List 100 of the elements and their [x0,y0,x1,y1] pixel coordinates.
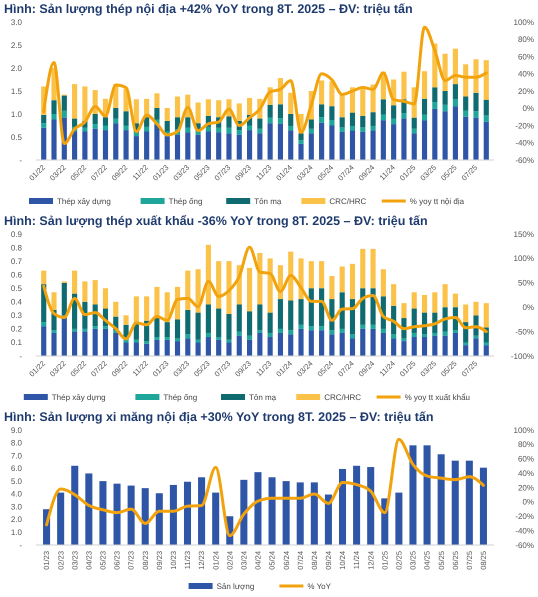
bar [92,128,98,160]
bar [360,328,366,356]
bar [350,264,356,300]
y2-tick-label: 0% [522,104,534,114]
bar [144,131,150,160]
bar [473,111,479,118]
y2-tick-label: 60% [518,454,534,464]
bar [329,126,334,160]
bar [92,326,98,329]
bar [123,111,129,126]
bar [432,292,438,313]
bar [329,106,334,120]
bar [51,332,57,356]
bar [391,334,396,338]
bar [196,340,201,342]
bar [370,324,376,329]
bar [308,128,314,134]
y2-tick-label: -40% [515,138,534,148]
bar [350,112,356,126]
bar [240,480,248,545]
y2-tick-label: -40% [515,526,534,536]
bar [401,303,407,318]
bar [422,98,428,114]
y2-tick-label: 40% [518,70,534,79]
bar [360,132,366,160]
bar [257,332,262,356]
bar [174,319,180,338]
legend-label: Thép xây dựng [57,197,111,206]
bar [156,493,163,545]
y2-tick-label: 20% [518,483,534,492]
bar [370,112,376,126]
bar [206,332,211,338]
y-tick-label: 3.0 [10,502,23,512]
bar [82,86,88,121]
y-tick-label: 0.8 [10,243,23,252]
bar [51,330,57,333]
bar [123,315,129,325]
bar [196,312,201,340]
bar [422,337,428,356]
bar [246,340,252,356]
y-tick-label: 0.5 [10,284,23,294]
bar [329,120,334,126]
bar [51,120,57,160]
y-tick-label: 6.0 [10,464,23,474]
bar [484,115,489,122]
bar [134,340,139,342]
bar [350,334,356,338]
bar [144,344,150,356]
y-tick-label: 0.1 [10,338,23,348]
bar [82,128,88,132]
bar [41,326,46,356]
bar [246,311,252,336]
bar [484,60,489,100]
bar [196,342,201,356]
bar [206,337,211,356]
legend-label: CRC/HRC [324,393,362,402]
chart-title: Hình: Sản lượng thép xuất khẩu -36% YoY trong 8T. 2025 – ĐV: triệu tấn [4,214,428,228]
legend-label: Sản lượng [216,582,254,591]
bar [412,292,417,309]
bar [340,292,345,329]
bar [308,330,314,356]
bar [92,280,98,304]
bar [380,120,386,160]
bar [288,334,294,356]
bar [206,99,211,116]
bar [422,120,428,160]
y-tick-label: 2.5 [10,40,23,50]
y-tick-label: 1.0 [10,528,23,538]
bar [438,454,445,545]
y-tick-label: 8.0 [10,438,23,448]
bar [216,132,222,160]
bar [71,466,78,545]
bar [206,126,211,132]
bar [102,130,108,160]
bar [484,122,489,160]
y-tick-label: - [19,540,22,550]
bar [174,341,180,356]
y2-tick-label: 0% [522,498,534,507]
bar [422,295,428,313]
y-tick-label: 0.3 [10,311,23,320]
y2-tick-label: -60% [515,540,534,550]
bar [123,130,129,160]
bar [113,123,118,160]
bar [329,276,334,300]
bar [185,132,190,160]
bar [154,340,160,356]
bar [473,336,479,338]
bar [380,269,386,296]
bar [308,261,314,288]
bar [134,296,139,322]
y2-tick-label: 100% [514,18,534,27]
bar [391,118,396,124]
bar [226,314,232,340]
y-tick-label: 2.0 [10,515,23,524]
bar [409,445,416,545]
bar [185,117,190,128]
legend-label: Tôn mạ [254,197,282,206]
legend-label: Thép ống [163,393,198,402]
bar [174,134,180,160]
bar [484,345,489,356]
